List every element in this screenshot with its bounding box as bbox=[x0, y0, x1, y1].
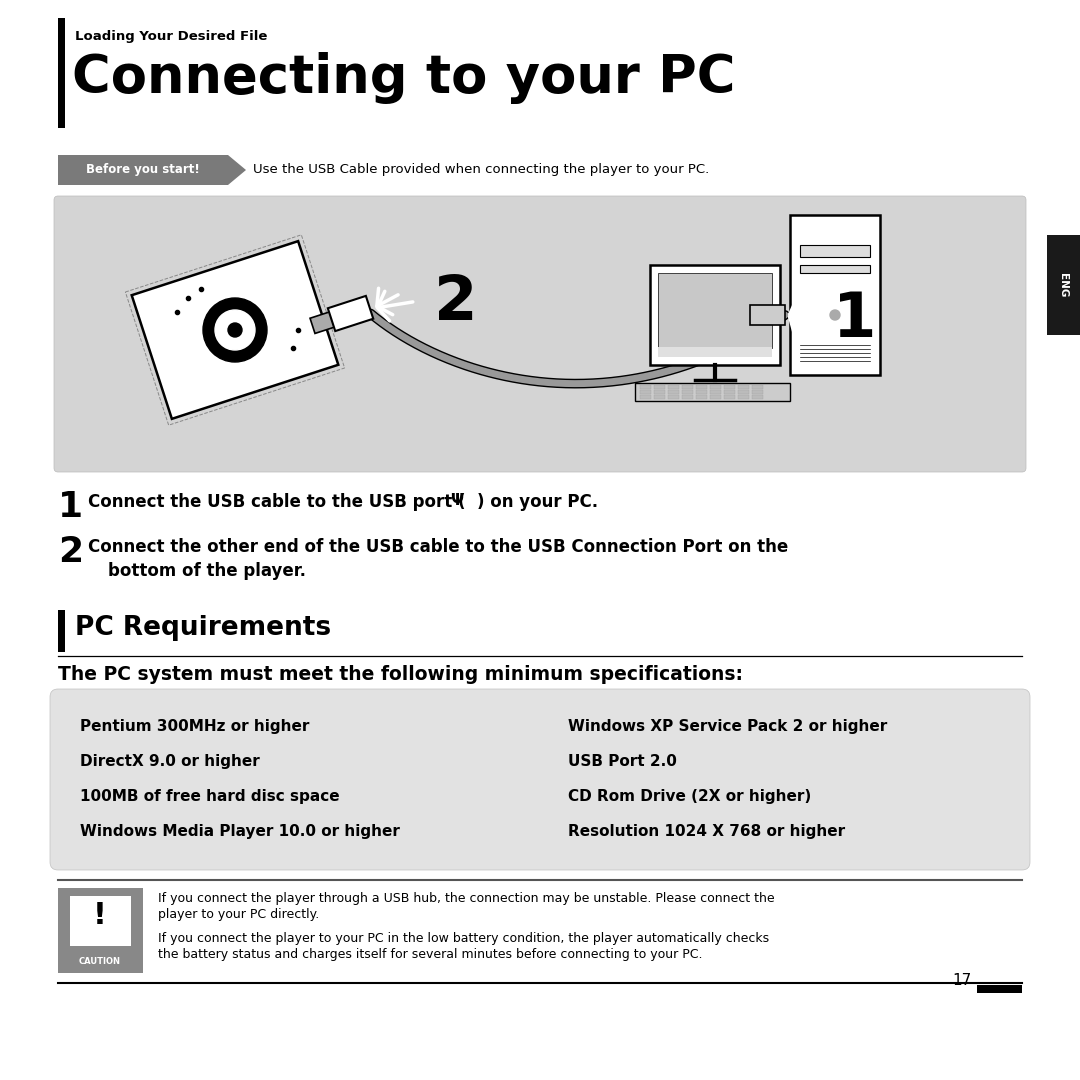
Text: 2: 2 bbox=[434, 273, 477, 334]
Bar bbox=[752, 390, 762, 393]
Bar bbox=[696, 384, 707, 389]
Bar bbox=[696, 395, 707, 399]
Bar bbox=[696, 390, 707, 393]
Bar bbox=[669, 384, 679, 389]
Text: player to your PC directly.: player to your PC directly. bbox=[158, 908, 320, 921]
Bar bbox=[654, 390, 665, 393]
Text: !: ! bbox=[93, 902, 107, 931]
Bar bbox=[681, 395, 693, 399]
Text: 2: 2 bbox=[58, 535, 83, 569]
Bar bbox=[724, 395, 735, 399]
Bar bbox=[750, 305, 785, 325]
Bar bbox=[654, 384, 665, 389]
Text: Before you start!: Before you start! bbox=[86, 163, 200, 176]
Text: Resolution 1024 X 768 or higher: Resolution 1024 X 768 or higher bbox=[568, 824, 846, 839]
Bar bbox=[640, 390, 651, 393]
Polygon shape bbox=[132, 241, 338, 419]
Text: Connect the other end of the USB cable to the USB Connection Port on the: Connect the other end of the USB cable t… bbox=[87, 538, 788, 556]
Text: USB Port 2.0: USB Port 2.0 bbox=[568, 754, 677, 769]
Text: 1: 1 bbox=[58, 490, 83, 524]
Bar bbox=[654, 395, 665, 399]
Bar bbox=[58, 888, 143, 973]
Text: Use the USB Cable provided when connecting the player to your PC.: Use the USB Cable provided when connecti… bbox=[253, 163, 710, 176]
Text: Connect the USB cable to the USB port (  ) on your PC.: Connect the USB cable to the USB port ( … bbox=[87, 492, 598, 511]
Bar bbox=[58, 156, 228, 185]
Text: PC Requirements: PC Requirements bbox=[75, 615, 332, 642]
Bar bbox=[58, 18, 65, 129]
Bar bbox=[658, 347, 772, 357]
Polygon shape bbox=[310, 309, 343, 334]
Bar bbox=[789, 215, 880, 375]
Text: Loading Your Desired File: Loading Your Desired File bbox=[75, 30, 268, 43]
Text: 1: 1 bbox=[834, 291, 877, 350]
Bar bbox=[710, 395, 721, 399]
Bar bbox=[70, 896, 131, 946]
Text: If you connect the player through a USB hub, the connection may be unstable. Ple: If you connect the player through a USB … bbox=[158, 892, 774, 905]
Bar bbox=[640, 384, 651, 389]
Bar bbox=[650, 265, 780, 365]
Bar bbox=[738, 384, 750, 389]
Bar bbox=[640, 395, 651, 399]
Bar bbox=[681, 390, 693, 393]
Bar bbox=[669, 390, 679, 393]
Bar bbox=[681, 384, 693, 389]
Bar bbox=[800, 265, 870, 273]
Text: Windows XP Service Pack 2 or higher: Windows XP Service Pack 2 or higher bbox=[568, 719, 888, 734]
Text: DirectX 9.0 or higher: DirectX 9.0 or higher bbox=[80, 754, 260, 769]
Bar bbox=[738, 390, 750, 393]
Text: 100MB of free hard disc space: 100MB of free hard disc space bbox=[80, 789, 339, 804]
Circle shape bbox=[228, 323, 242, 337]
Text: Windows Media Player 10.0 or higher: Windows Media Player 10.0 or higher bbox=[80, 824, 400, 839]
Text: the battery status and charges itself for several minutes before connecting to y: the battery status and charges itself fo… bbox=[158, 948, 702, 961]
FancyBboxPatch shape bbox=[54, 195, 1026, 472]
Text: Pentium 300MHz or higher: Pentium 300MHz or higher bbox=[80, 719, 309, 734]
Text: The PC system must meet the following minimum specifications:: The PC system must meet the following mi… bbox=[58, 665, 743, 684]
Bar bbox=[635, 383, 789, 401]
Text: CAUTION: CAUTION bbox=[79, 957, 121, 966]
Text: Connecting to your PC: Connecting to your PC bbox=[72, 52, 735, 104]
Bar bbox=[724, 384, 735, 389]
Bar bbox=[977, 985, 1022, 993]
Bar bbox=[724, 390, 735, 393]
Text: 17: 17 bbox=[953, 973, 972, 988]
Bar bbox=[58, 610, 65, 652]
Bar bbox=[800, 245, 870, 257]
Bar bbox=[752, 395, 762, 399]
Bar bbox=[710, 390, 721, 393]
Text: Ψ: Ψ bbox=[450, 492, 463, 508]
Bar bbox=[710, 384, 721, 389]
Polygon shape bbox=[228, 156, 246, 185]
Bar bbox=[752, 384, 762, 389]
Text: bottom of the player.: bottom of the player. bbox=[108, 562, 306, 580]
Bar bbox=[1047, 235, 1080, 335]
FancyBboxPatch shape bbox=[50, 689, 1030, 870]
Circle shape bbox=[831, 310, 840, 320]
Polygon shape bbox=[328, 296, 374, 332]
Circle shape bbox=[215, 310, 255, 350]
Text: ENG: ENG bbox=[1058, 273, 1068, 297]
Text: If you connect the player to your PC in the low battery condition, the player au: If you connect the player to your PC in … bbox=[158, 932, 769, 945]
Circle shape bbox=[203, 298, 267, 362]
Bar bbox=[738, 395, 750, 399]
Bar bbox=[658, 273, 772, 348]
Bar bbox=[669, 395, 679, 399]
Text: CD Rom Drive (2X or higher): CD Rom Drive (2X or higher) bbox=[568, 789, 811, 804]
